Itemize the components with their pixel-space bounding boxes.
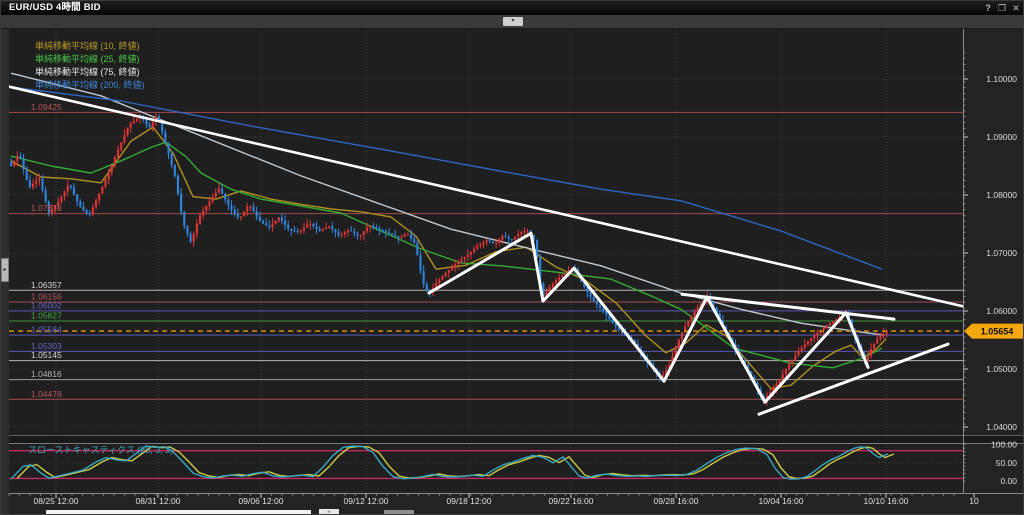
x-axis-label: 08/25 12:00 <box>34 496 79 506</box>
wedge-upper-line[interactable] <box>680 292 896 321</box>
x-axis-label: 10 <box>969 496 979 506</box>
y-axis-label: 1.07000 <box>986 248 1017 258</box>
y-axis-label: 1.04000 <box>986 422 1017 432</box>
level-label-1.06357: 1.06357 <box>31 280 62 290</box>
level-label-1.06156: 1.06156 <box>31 291 62 301</box>
level-label-1.04816: 1.04816 <box>31 369 62 379</box>
price-axis[interactable]: 1.10000 1.09000 1.08000 1.07000 1.06000 1.050… <box>963 52 1017 432</box>
x-axis-label: 10/04 16:00 <box>759 496 804 506</box>
window-titlebar[interactable]: EUR/USD 4時間 BID ? ❐ ✕ <box>1 1 1023 15</box>
indicator-legend: 単純移動平均線 (10, 終値) 単純移動平均線 (25, 終値) 単純移動平均線 … <box>35 40 145 92</box>
price-levels <box>9 111 963 400</box>
y-axis-label: 1.05000 <box>986 364 1017 374</box>
legend-item-sma-75: 単純移動平均線 (75, 終値) <box>35 67 140 77</box>
current-price-badge: 1.05654 <box>964 323 1023 339</box>
y-axis-label: 1.09000 <box>986 132 1017 142</box>
level-label-1.04478: 1.04478 <box>31 389 62 399</box>
main-plot-area[interactable] <box>9 28 963 435</box>
stochastic-plot-area[interactable] <box>9 444 963 491</box>
level-label-1.05303: 1.05303 <box>31 341 62 351</box>
help-button[interactable]: ? <box>985 3 991 13</box>
toolbar: ▾ <box>1 15 1023 29</box>
stochastic-label: スローストキャスティクス (25, 3, 3) <box>28 445 173 455</box>
stoch-axis-label: 50.00 <box>996 458 1018 468</box>
legend-item-sma-200: 単純移動平均線 (200, 終値) <box>35 80 145 90</box>
x-axis-label: 10/10 16:00 <box>864 496 909 506</box>
level-label-1.06002: 1.06002 <box>31 300 62 310</box>
legend-item-sma-25: 単純移動平均線 (25, 終値) <box>35 54 140 64</box>
pane-divider[interactable] <box>9 435 1024 444</box>
level-label-1.09425: 1.09425 <box>31 102 62 112</box>
level-label-1.05584: 1.05584 <box>31 325 62 335</box>
stoch-axis-label: 0.00 <box>1000 476 1017 486</box>
restore-button[interactable]: ❐ <box>997 3 1007 13</box>
level-label-1.05145: 1.05145 <box>31 350 62 360</box>
y-axis-label: 1.06000 <box>986 306 1017 316</box>
left-panel-toggle[interactable]: ▸ <box>1 258 9 282</box>
sma-10-line <box>10 126 887 390</box>
current-price-value: 1.05654 <box>981 326 1014 336</box>
x-axis-label: 09/28 16:00 <box>654 496 699 506</box>
y-axis-label: 1.10000 <box>986 74 1017 84</box>
zigzag-pattern[interactable] <box>427 231 870 404</box>
sma-75-line <box>10 72 883 336</box>
stoch-axis[interactable]: 100.00 50.00 0.00 <box>963 440 1017 487</box>
close-button[interactable]: ✕ <box>1012 3 1020 13</box>
x-axis-label: 08/31 12:00 <box>136 496 181 506</box>
descending-trendline[interactable] <box>1 85 976 309</box>
x-axis-label: 09/22 16:00 <box>549 496 594 506</box>
y-axis-label: 1.08000 <box>986 190 1017 200</box>
background-window-fragment <box>384 510 414 514</box>
x-axis-label: 09/12 12:00 <box>344 496 389 506</box>
window-title: EUR/USD 4時間 BID <box>9 2 101 13</box>
level-labels: 1.09425 1.07678 1.063571.061561.060021.058… <box>31 102 62 399</box>
stoch-k-line <box>10 445 889 480</box>
toolbar-collapse-handle[interactable]: ▾ <box>503 17 523 26</box>
level-label-1.05827: 1.05827 <box>31 311 62 321</box>
stochastic-pane: スローストキャスティクス (25, 3, 3) <box>9 445 963 480</box>
background-window-strip <box>46 510 311 514</box>
level-label-1.07678: 1.07678 <box>31 203 62 213</box>
x-axis-label: 09/06 12:00 <box>239 496 284 506</box>
time-axis[interactable]: 08/25 12:00 08/31 12:00 09/06 12:00 09/12 1… <box>8 493 979 506</box>
trendlines <box>1 85 976 416</box>
sma-200-line <box>10 86 883 270</box>
legend-item-sma-10: 単純移動平均線 (10, 終値) <box>35 41 140 51</box>
background-window-button: ▪▪ <box>319 509 339 514</box>
stoch-axis-label: 100.00 <box>991 440 1017 450</box>
wedge-lower-line[interactable] <box>757 342 950 416</box>
x-axis-label: 09/18 12:00 <box>447 496 492 506</box>
